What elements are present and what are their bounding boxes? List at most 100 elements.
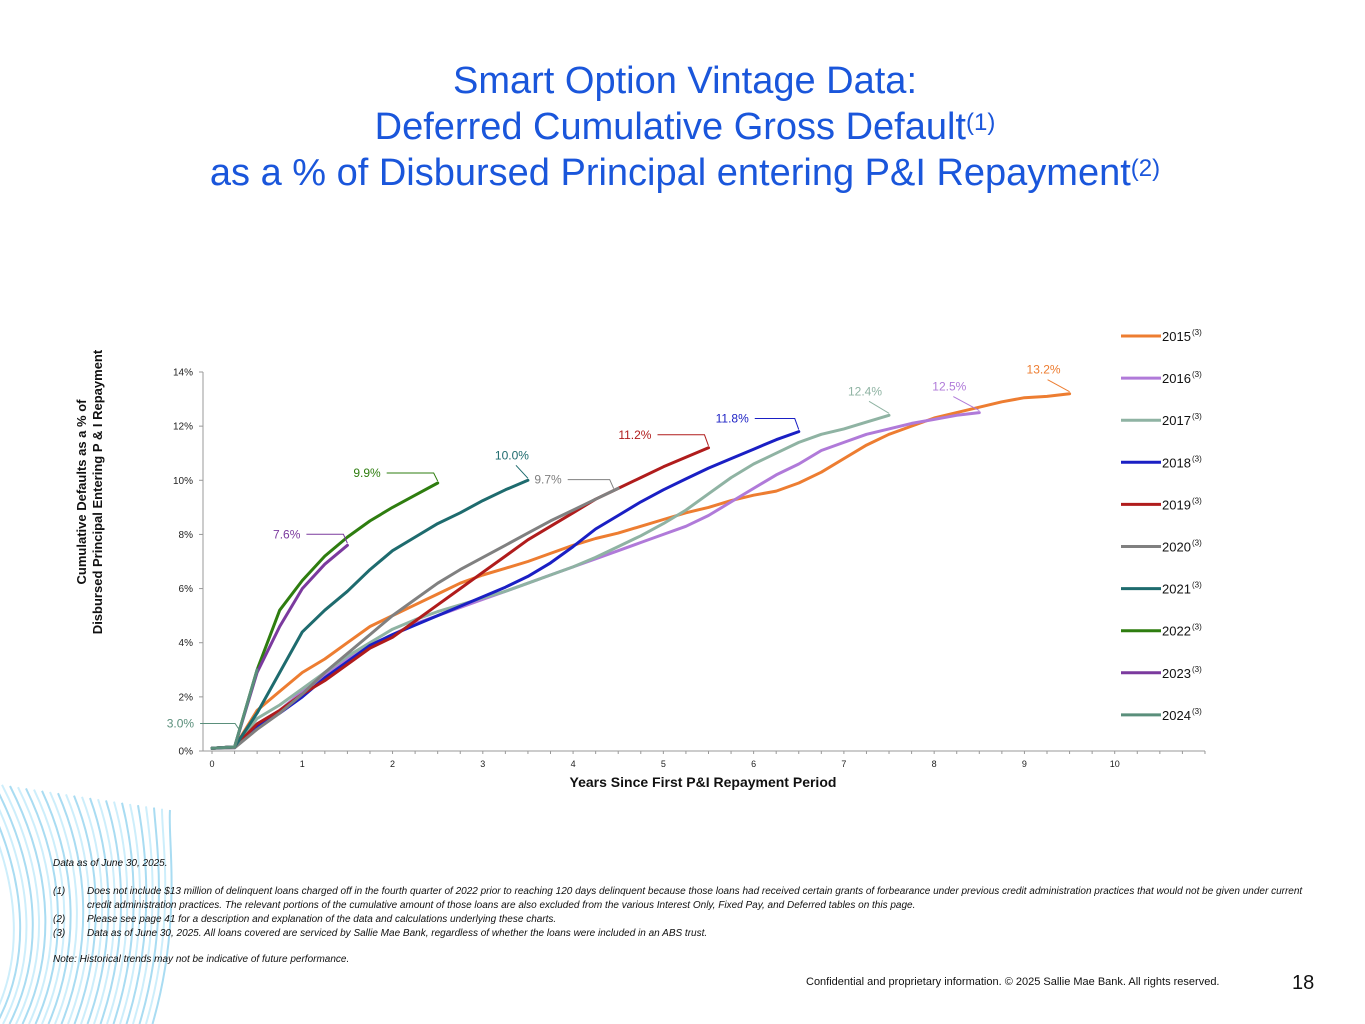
legend-item: 2024 (3) (1121, 707, 1202, 723)
legend-footnote-ref: (3) (1192, 328, 1202, 337)
series-line-2016 (210, 411, 981, 750)
series-line-2015 (210, 392, 1072, 750)
end-value-label-2023: 7.6% (273, 527, 301, 541)
legend-item: 2023 (3) (1121, 665, 1202, 681)
x-tick-label: 1 (300, 759, 305, 769)
decorative-wave-line (9, 785, 47, 1024)
footnote-number: (1) (53, 886, 66, 897)
y-tick-label: 2% (179, 692, 194, 703)
footnote-number: (3) (53, 928, 66, 939)
legend-item: 2017 (3) (1121, 412, 1202, 428)
decorative-wave-line (112, 802, 135, 1024)
legend-label: 2020 (1162, 540, 1191, 555)
decorative-wave-line (17, 786, 53, 1024)
legend-footnote-ref: (3) (1192, 623, 1202, 632)
y-tick-label: 0% (179, 747, 194, 758)
decorative-wave-line (41, 790, 72, 1024)
x-tick-label: 7 (841, 759, 846, 769)
title-line-1: Smart Option Vintage Data: (453, 60, 917, 102)
decorative-wave-line (80, 796, 104, 1024)
y-tick-label: 14% (173, 368, 193, 379)
decorative-wave-line (86, 797, 110, 1024)
callout-leader (567, 479, 615, 489)
decorative-wave-line (106, 801, 129, 1024)
legend-item: 2021 (3) (1121, 581, 1202, 597)
end-value-label-2020: 9.7% (534, 473, 562, 487)
callout-leader (953, 396, 980, 412)
callout-leader (386, 472, 439, 482)
decorative-wave-line (49, 791, 78, 1024)
legend-footnote-ref: (3) (1192, 539, 1202, 548)
decorative-wave-line (132, 806, 154, 1024)
legend-item: 2016 (3) (1121, 370, 1202, 386)
title-line-2-footnote-ref: (1) (966, 109, 996, 136)
decorative-wave-line (138, 807, 160, 1024)
legend-footnote-ref: (3) (1192, 496, 1202, 505)
y-tick-label: 6% (179, 584, 194, 595)
decorative-wave-line (99, 800, 123, 1024)
legend-item: 2020 (3) (1121, 539, 1202, 555)
callout-leader (306, 533, 348, 544)
y-axis-title-line-2: Disbursed Principal Entering P & I Repay… (90, 349, 105, 634)
decorative-wave-line (0, 809, 28, 1024)
title-line-3-text: as a % of Disbursed Principal entering P… (209, 152, 1131, 194)
end-value-label-2017: 12.4% (848, 384, 882, 398)
decorative-wave-line (145, 808, 167, 1024)
vintage-default-chart: 0% 2% 4% 6% 8% 10% 12% 14% 0 1 2 3 4 5 6 7 8 9 10 Years Sin… (74, 328, 1206, 790)
decorative-wave-line (73, 795, 97, 1024)
footnote-text: Data as of June 30, 2025. All loans cove… (87, 928, 708, 939)
title-line-2-text: Deferred Cumulative Gross Default (374, 106, 966, 148)
x-axis-title: Years Since First P&I Repayment Period (570, 774, 837, 790)
data-as-of-note: Data as of June 30, 2025. (53, 858, 168, 869)
end-value-label-2018: 11.8% (716, 412, 749, 426)
series-line-2021 (210, 478, 530, 750)
decorative-wave-line (57, 792, 85, 1024)
legend-footnote-ref: (3) (1192, 581, 1202, 590)
decorative-wave-line (93, 798, 116, 1024)
decorative-wave-graphic (0, 784, 173, 1024)
copyright-notice: Confidential and proprietary information… (806, 976, 1220, 988)
legend-item: 2018 (3) (1121, 454, 1202, 470)
decorative-wave-line (33, 789, 66, 1024)
x-tick-label: 6 (751, 759, 756, 769)
decorative-wave-line (0, 845, 15, 1006)
x-tick-label: 5 (661, 759, 666, 769)
callout-leader (515, 464, 529, 479)
legend-label: 2016 (1162, 371, 1191, 386)
legend-label: 2024 (1162, 708, 1191, 723)
x-tick-label: 3 (480, 759, 485, 769)
footnote-text: Does not include $13 million of delinque… (87, 886, 1303, 911)
end-value-label-2016: 12.5% (932, 380, 966, 394)
legend-item: 2022 (3) (1121, 623, 1202, 639)
legend-footnote-ref: (3) (1192, 412, 1202, 421)
decorative-wave-line (65, 794, 91, 1024)
title-line-3: as a % of Disbursed Principal entering P… (0, 150, 1365, 196)
end-value-label-2022: 9.9% (353, 466, 381, 480)
title-line-3-footnote-ref: (2) (1130, 155, 1161, 182)
y-tick-label: 12% (173, 422, 193, 433)
legend-label: 2023 (1162, 666, 1191, 681)
legend-label: 2015 (1162, 329, 1191, 344)
end-value-label-2024: 3.0% (167, 717, 195, 731)
legend-footnote-ref: (3) (1192, 665, 1202, 674)
decorative-wave-line (0, 793, 34, 1024)
footnote-item: (1) Does not include $13 million of delin… (53, 885, 1318, 913)
legend-item: 2019 (3) (1121, 496, 1202, 512)
decorative-wave-line (1, 784, 41, 1024)
legend-footnote-ref: (3) (1192, 707, 1202, 716)
series-line-2024 (210, 668, 259, 750)
x-tick-label: 4 (571, 759, 576, 769)
y-axis-title-line-1: Cumulative Defaults as a % of (74, 399, 89, 585)
footnote-item: (3) Data as of June 30, 2025. All loans c… (53, 927, 1318, 941)
series-line-2017 (210, 413, 891, 750)
x-tick-label: 8 (932, 759, 937, 769)
callout-leader (657, 434, 709, 446)
y-tick-label: 10% (173, 476, 193, 487)
legend-item: 2015 (3) (1121, 328, 1202, 344)
decorative-wave-line (0, 826, 22, 1020)
y-tick-label: 4% (179, 638, 194, 649)
end-value-label-2021: 10.0% (495, 448, 529, 462)
page-title: Smart Option Vintage Data: Deferred Cumu… (0, 58, 1365, 196)
series-line-2020 (210, 486, 620, 750)
x-tick-label: 0 (209, 759, 214, 769)
